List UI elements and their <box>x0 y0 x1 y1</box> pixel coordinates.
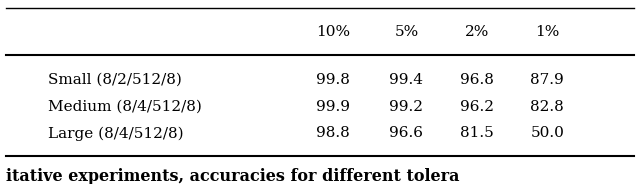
Text: 81.5: 81.5 <box>460 126 493 140</box>
Text: itative experiments, accuracies for different tolera: itative experiments, accuracies for diff… <box>6 168 460 184</box>
Text: 99.8: 99.8 <box>316 73 349 87</box>
Text: 96.8: 96.8 <box>460 73 493 87</box>
Text: 87.9: 87.9 <box>531 73 564 87</box>
Text: 50.0: 50.0 <box>531 126 564 140</box>
Text: 96.6: 96.6 <box>389 126 424 140</box>
Text: 99.4: 99.4 <box>389 73 424 87</box>
Text: Small (8/2/512/8): Small (8/2/512/8) <box>48 73 182 87</box>
Text: 99.9: 99.9 <box>316 100 350 114</box>
Text: 2%: 2% <box>465 25 489 39</box>
Text: 10%: 10% <box>316 25 350 39</box>
Text: 5%: 5% <box>394 25 419 39</box>
Text: Medium (8/4/512/8): Medium (8/4/512/8) <box>48 100 202 114</box>
Text: 82.8: 82.8 <box>531 100 564 114</box>
Text: 1%: 1% <box>535 25 559 39</box>
Text: 99.2: 99.2 <box>389 100 424 114</box>
Text: 98.8: 98.8 <box>316 126 349 140</box>
Text: 96.2: 96.2 <box>460 100 494 114</box>
Text: Large (8/4/512/8): Large (8/4/512/8) <box>48 126 184 141</box>
